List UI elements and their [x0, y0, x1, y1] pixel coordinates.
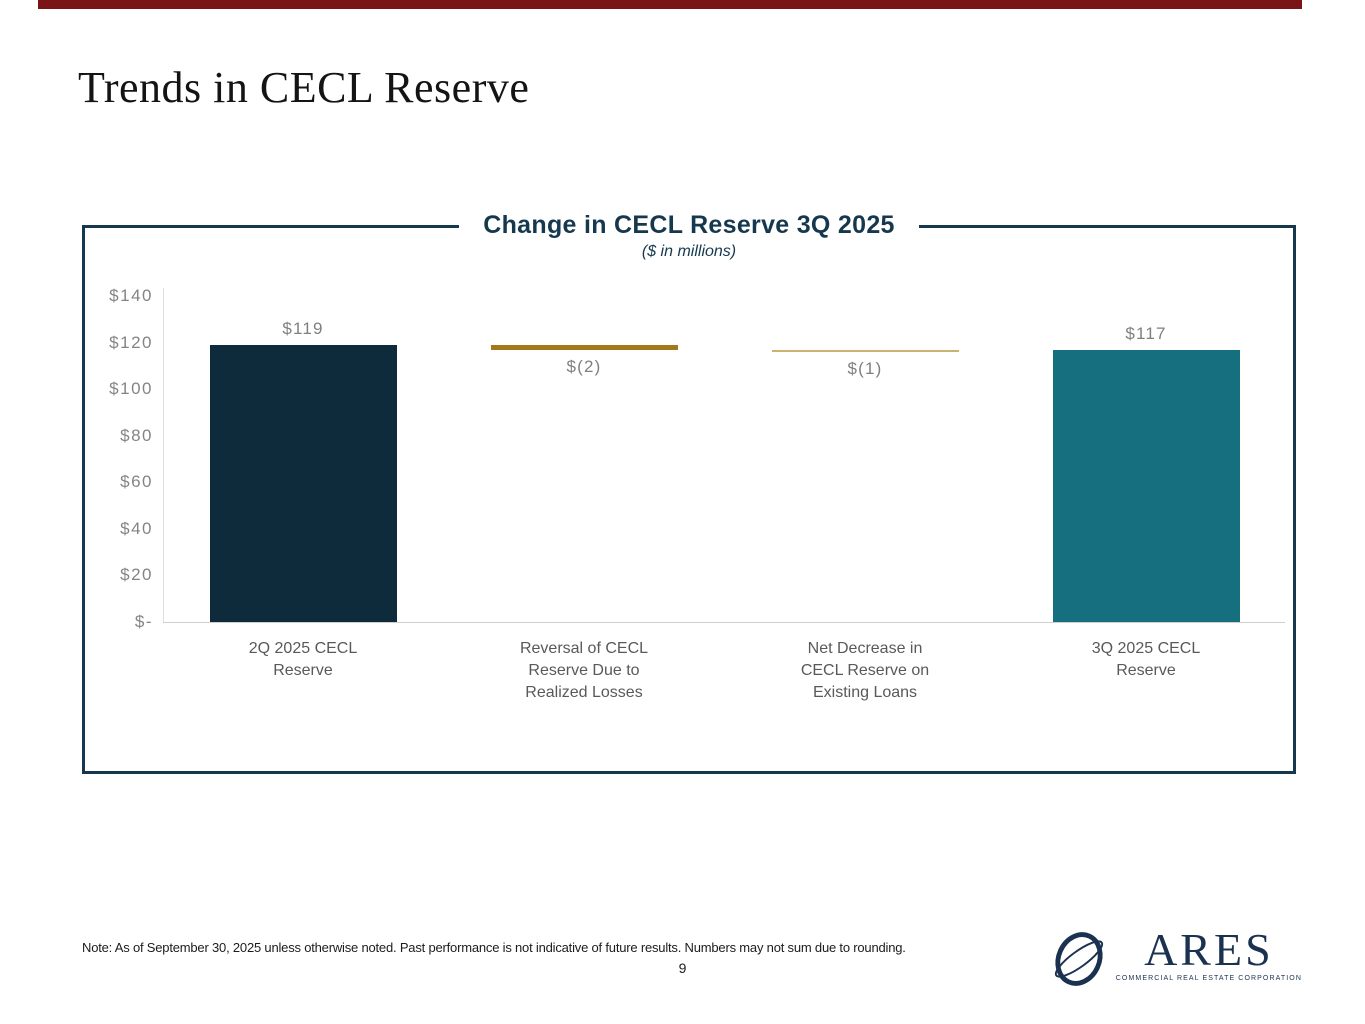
logo-subtext: COMMERCIAL REAL ESTATE CORPORATION [1115, 975, 1302, 982]
x-axis-baseline [163, 622, 1285, 623]
y-tick-label: $- [134, 612, 153, 631]
page-title: Trends in CECL Reserve [78, 63, 530, 112]
logo-text-block: ARES COMMERCIAL REAL ESTATE CORPORATION [1115, 924, 1302, 983]
y-tick-label: $80 [120, 425, 153, 445]
category-label: Reversal of CECL Reserve Due to Realized… [519, 640, 649, 701]
plot-area: $140 $120 $100 $80 $60 $40 $20 $- $119 $(2) $(1) $… [85, 228, 1293, 771]
top-accent-bar [38, 0, 1302, 9]
logo-wordmark: ARES [1144, 924, 1274, 975]
y-tick-label: $20 [120, 565, 153, 585]
bar-value-label: $(1) [847, 358, 883, 378]
chart-subtitle: ($ in millions) [641, 243, 737, 260]
y-tick-label: $40 [120, 518, 153, 538]
category-label: 2Q 2025 CECL Reserve [248, 640, 358, 679]
chart-title: Change in CECL Reserve 3Q 2025 [459, 208, 919, 242]
y-tick-label: $140 [109, 286, 153, 305]
y-tick-label: $120 [109, 332, 153, 352]
chart-title-block: Change in CECL Reserve 3Q 2025 ($ in mil… [85, 208, 1293, 261]
chart-bar [490, 344, 678, 350]
y-axis-line [163, 288, 164, 622]
chart-bar [771, 349, 959, 352]
category-label: Net Decrease in CECL Reserve on Existing… [800, 640, 930, 701]
chart-bar [1052, 349, 1240, 622]
category-label: 3Q 2025 CECL Reserve [1091, 640, 1201, 679]
ares-logo: ARES COMMERCIAL REAL ESTATE CORPORATION [1050, 926, 1302, 990]
bar-value-label: $117 [1125, 323, 1167, 343]
y-tick-label: $60 [120, 472, 153, 492]
bar-value-label: $(2) [566, 356, 602, 376]
chart-panel: Change in CECL Reserve 3Q 2025 ($ in mil… [82, 208, 1296, 774]
page-number: 9 [678, 960, 687, 976]
bar-value-label: $119 [282, 318, 324, 338]
y-tick-label: $100 [109, 379, 153, 399]
footnote: Note: As of September 30, 2025 unless ot… [82, 940, 906, 955]
ares-globe-icon [1054, 932, 1103, 986]
chart-bar [209, 344, 397, 622]
